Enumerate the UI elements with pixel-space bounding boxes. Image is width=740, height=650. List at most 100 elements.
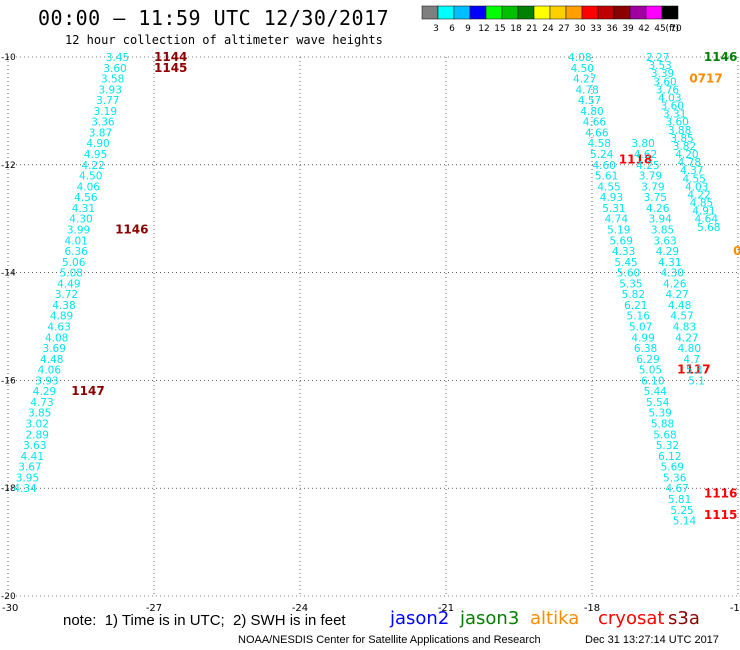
wave-height-label: 4.73 xyxy=(30,397,53,409)
wave-height-label: 4.27 xyxy=(573,74,596,86)
wave-height-label: 4.80 xyxy=(580,106,603,118)
wave-height-label: 4.66 xyxy=(583,117,607,129)
wave-height-label: 3.53 xyxy=(648,60,671,72)
track-s3a: 1145 xyxy=(154,61,187,75)
scale-label: 15 xyxy=(494,24,505,34)
wave-height-label: 3.58 xyxy=(101,74,124,86)
wave-height-label: 2.27 xyxy=(646,52,669,64)
track-cryosat: 1115 xyxy=(704,508,737,522)
wave-height-label: 6.38 xyxy=(634,343,657,355)
wave-height-label: 4.78 xyxy=(575,84,598,96)
wave-height-label: 6.29 xyxy=(636,354,659,366)
wave-height-label: 4.62 xyxy=(634,149,657,161)
wave-height-label: 3.77 xyxy=(96,95,119,107)
wave-height-label: 4.26 xyxy=(646,203,670,215)
y-tick-label: -14 xyxy=(1,269,16,279)
pass-time-label: 1146 xyxy=(115,222,148,236)
y-tick-label: -10 xyxy=(1,53,16,63)
wave-height-label: 4.60 xyxy=(592,160,615,172)
wave-height-label: 3.39 xyxy=(651,68,674,80)
wave-height-label: 5.69 xyxy=(661,462,684,474)
wave-height-label: 3.85 xyxy=(28,408,51,420)
y-tick-label: -18 xyxy=(1,484,16,494)
wave-height-label: 4.08 xyxy=(45,332,68,344)
scale-label: 36 xyxy=(606,24,618,34)
pass-time-label: 0 xyxy=(733,244,740,258)
footer-note: note: 1) Time is in UTC; 2) SWH is in fe… xyxy=(63,612,346,629)
wave-height-label: 4.26 xyxy=(663,278,687,290)
wave-height-label: 3.45 xyxy=(106,52,129,64)
wave-height-label: 4.31 xyxy=(72,203,95,215)
chart-title: 00:00 – 11:59 UTC 12/30/2017 xyxy=(38,6,390,30)
x-tick-label: -24 xyxy=(292,603,308,614)
wave-height-label: 4.30 xyxy=(661,268,684,280)
wave-height-label: 4.64 xyxy=(695,214,719,226)
credit-line: NOAA/NESDIS Center for Satellite Applica… xyxy=(238,634,541,646)
track-jason3: 2.273.533.393.603.764.033.603.313.603.88… xyxy=(646,50,737,234)
wave-height-label: 4.57 xyxy=(578,95,601,107)
y-tick-label: -12 xyxy=(1,161,16,171)
scale-label: 33 xyxy=(590,24,601,34)
scale-label: 45 xyxy=(654,24,665,34)
x-tick-label: -30 xyxy=(2,603,18,614)
track-s3a: 3.453.603.583.933.773.193.363.874.904.95… xyxy=(64,50,187,247)
wave-height-label: 3.60 xyxy=(661,101,684,113)
wave-height-label: 4.41 xyxy=(21,451,44,463)
y-tick-label: -20 xyxy=(1,592,16,602)
wave-height-label: 4.91 xyxy=(692,206,715,218)
track-s3a: 2.893.634.413.673.954.34 1147 xyxy=(13,384,104,495)
wave-height-label: 4.27 xyxy=(665,289,688,301)
wave-height-label: 4.30 xyxy=(69,214,92,226)
x-tick-label: -15 xyxy=(730,603,740,614)
wave-height-label: 5.35 xyxy=(619,278,642,290)
satellite-legend-altika: altika xyxy=(530,608,580,629)
wave-height-label: 6.12 xyxy=(658,451,681,463)
wave-height-label: 3.79 xyxy=(641,181,664,193)
track-cryosat: 5.255.14 1116 xyxy=(670,487,737,528)
scale-label: 21 xyxy=(526,24,537,34)
scale-label: 42 xyxy=(638,24,649,34)
scale-label: 24 xyxy=(542,24,554,34)
wave-height-label: 3.85 xyxy=(670,133,693,145)
scale-swatch xyxy=(661,5,679,20)
wave-height-label: 4.99 xyxy=(631,332,654,344)
wave-height-label: 3.75 xyxy=(644,192,667,204)
x-tick-label: -21 xyxy=(438,603,454,614)
wave-height-label: 3.63 xyxy=(23,440,46,452)
track-altika: 0 xyxy=(733,244,740,258)
wave-height-label: 4.38 xyxy=(52,300,75,312)
wave-height-label: 5.32 xyxy=(656,440,679,452)
wave-height-label: 3.60 xyxy=(103,63,126,75)
wave-height-label: 3.60 xyxy=(653,76,676,88)
scale-label: 39 xyxy=(622,24,634,34)
wave-height-label: 4.93 xyxy=(600,192,623,204)
wave-height-label: 3.93 xyxy=(35,375,58,387)
wave-height-label: 4.22 xyxy=(687,189,710,201)
pass-time-label: 1144 xyxy=(154,50,187,64)
wave-height-label: 5.81 xyxy=(668,494,691,506)
wave-height-label: 4.06 xyxy=(38,365,62,377)
wave-height-label: 3.95 xyxy=(16,472,39,484)
wave-height-label: 3.88 xyxy=(668,125,691,137)
track-cryosat: 6.386.295.056.105.445.545.395.885.685.32… xyxy=(634,343,711,506)
satellite-legend-s3a: s3a xyxy=(668,608,700,629)
wave-height-label: 4.03 xyxy=(658,92,681,104)
track-cryosat: 4.084.504.274.784.574.804.664.664.585.24… xyxy=(568,52,655,344)
wave-height-label: 4.37 xyxy=(680,165,703,177)
chart-subtitle: 12 hour collection of altimeter wave hei… xyxy=(65,33,383,47)
wave-height-label: 4.48 xyxy=(668,300,691,312)
track-s3a: 6.365.065.084.493.724.384.894.634.083.69… xyxy=(26,222,149,430)
color-scale-legend: 3 6 9 12 15 18 21 24 27 30 33 36 39 42 45 70(ft) xyxy=(421,5,682,34)
wave-height-label: 4.20 xyxy=(675,149,698,161)
wave-height-label: 5.31 xyxy=(602,203,625,215)
wave-height-label: 3.93 xyxy=(99,84,122,96)
wave-height-label: 3.99 xyxy=(67,224,90,236)
wave-height-label: 4.7 xyxy=(683,354,700,366)
scale-label: 18 xyxy=(510,24,522,34)
wave-height-label: 2.89 xyxy=(26,429,49,441)
wave-height-label: 5.16 xyxy=(627,311,651,323)
y-tick-label: -16 xyxy=(1,376,16,386)
wave-height-label: 4.25 xyxy=(636,160,659,172)
wave-height-label: 5.25 xyxy=(670,505,693,517)
